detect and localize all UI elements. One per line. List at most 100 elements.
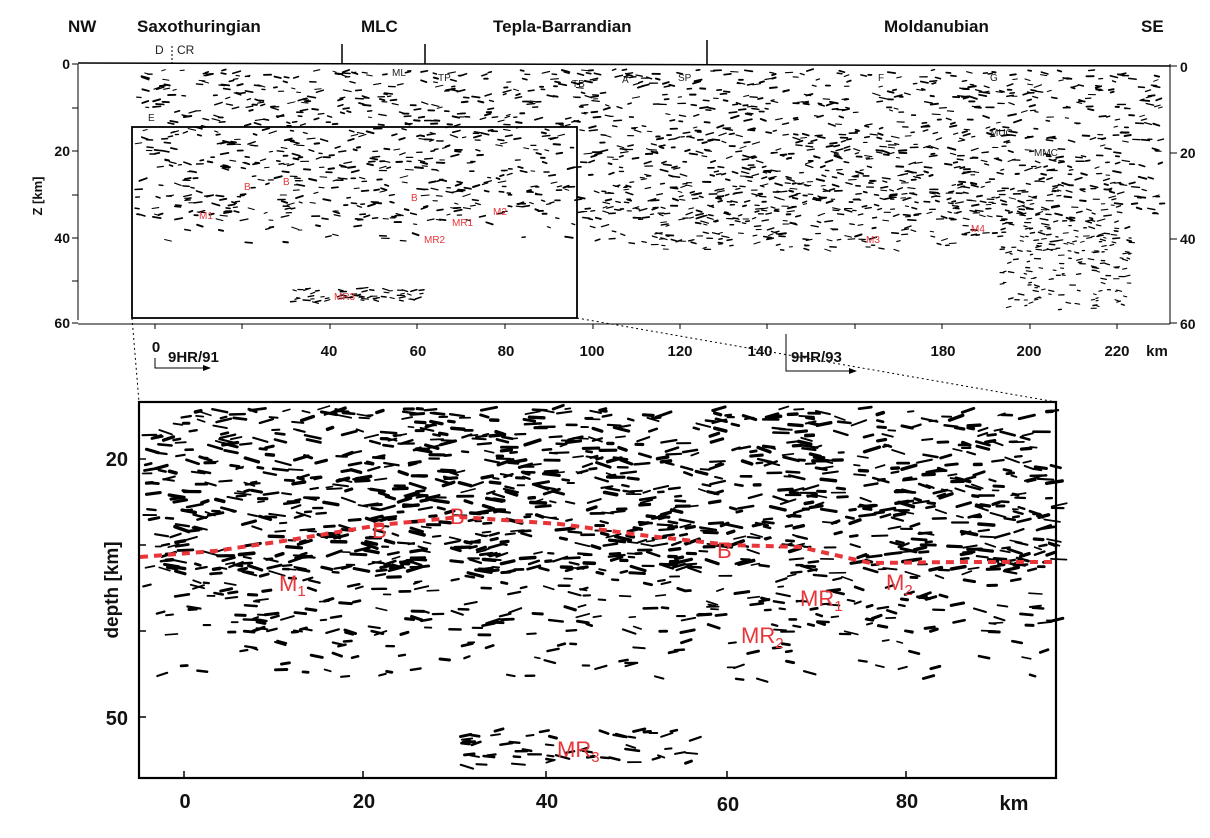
reflection-segment: [1152, 122, 1161, 127]
reflection-segment: [407, 542, 415, 546]
reflection-segment: [167, 135, 174, 138]
reflection-segment: [250, 480, 258, 484]
reflection-segment: [193, 562, 202, 567]
reflection-segment: [1067, 139, 1076, 143]
reflection-segment: [418, 288, 425, 292]
reflection-segment: [784, 182, 791, 184]
reflection-segment: [877, 207, 883, 211]
reflection-segment: [471, 198, 480, 202]
reflection-segment: [679, 198, 686, 201]
reflection-segment: [711, 405, 727, 412]
reflection-segment: [1025, 207, 1034, 211]
reflection-segment: [934, 76, 942, 80]
reflection-segment: [441, 480, 456, 488]
reflection-segment: [585, 72, 592, 75]
reflection-segment: [860, 74, 868, 77]
reflection-segment: [371, 217, 379, 220]
reflection-segment: [938, 593, 949, 599]
reflection-segment: [836, 495, 849, 499]
reflection-segment: [553, 451, 570, 454]
unit-label-tepla-barrandian: Tepla-Barrandian: [493, 17, 632, 36]
reflection-segment: [929, 664, 942, 671]
reflection-segment: [323, 597, 335, 603]
reflection-segment: [604, 104, 610, 107]
reflection-segment: [335, 454, 348, 458]
reflection-segment: [340, 468, 353, 473]
reflection-segment: [844, 515, 855, 520]
reflection-segment: [612, 425, 631, 433]
reflection-segment: [531, 480, 550, 486]
reflection-segment: [918, 531, 935, 536]
reflection-segment: [815, 420, 833, 428]
reflection-segment: [756, 445, 772, 454]
red-label-text: MR: [557, 737, 591, 762]
reflection-segment: [880, 189, 888, 192]
reflection-segment: [526, 564, 542, 571]
reflection-segment: [605, 473, 617, 479]
reflection-segment: [157, 442, 173, 447]
reflection-segment: [1051, 204, 1060, 208]
reflection-segment: [460, 642, 474, 648]
reflection-segment: [470, 740, 482, 747]
reflection-segment: [141, 100, 150, 104]
reflection-segment: [174, 543, 190, 548]
reflection-segment: [332, 233, 339, 237]
reflection-segment: [380, 187, 388, 191]
reflection-segment: [1157, 161, 1164, 165]
reflection-segment: [184, 535, 198, 542]
reflection-segment: [865, 603, 874, 609]
reflection-segment: [628, 75, 637, 79]
reflection-segment: [231, 106, 240, 110]
reflection-segment: [770, 100, 779, 104]
reflection-segment: [495, 457, 512, 461]
reflection-segment: [749, 96, 758, 99]
reflection-segment: [499, 559, 516, 566]
reflection-segment: [286, 163, 295, 167]
reflection-segment: [593, 72, 602, 76]
reflection-segment: [248, 407, 267, 412]
depth-axis-title: depth [km]: [102, 541, 123, 638]
reflection-segment: [188, 110, 197, 114]
reflection-segment: [144, 447, 161, 455]
reflection-segment: [219, 415, 228, 420]
reflection-segment: [600, 223, 610, 228]
reflection-segment: [457, 188, 466, 192]
reflection-segment: [313, 69, 321, 72]
reflection-segment: [358, 416, 370, 420]
reflection-segment: [783, 90, 788, 93]
reflection-segment: [784, 649, 793, 654]
reflection-segment: [863, 482, 879, 487]
reflection-segment: [654, 77, 661, 81]
reflection-segment: [283, 478, 296, 483]
reflection-segment: [1121, 159, 1131, 163]
reflection-segment: [191, 526, 203, 531]
reflection-segment: [513, 88, 520, 92]
reflection-segment: [749, 166, 756, 169]
reflection-segment: [1041, 288, 1046, 291]
reflection-segment: [819, 477, 838, 483]
reflection-segment: [1123, 134, 1132, 137]
reflection-segment: [580, 103, 589, 107]
reflection-segment: [302, 168, 312, 171]
reflection-segment: [397, 469, 409, 477]
reflection-segment: [988, 622, 997, 625]
reflection-segment: [826, 239, 833, 242]
reflection-segment: [730, 200, 738, 204]
reflection-segment: [290, 504, 302, 510]
reflection-segment: [950, 74, 957, 78]
reflection-segment: [322, 198, 332, 202]
reflection-segment: [946, 544, 963, 549]
reflection-segment: [275, 160, 281, 163]
detail-reflectivity-field: [141, 403, 1068, 770]
reflection-segment: [337, 98, 344, 102]
reflection-segment: [622, 489, 635, 494]
reflection-segment: [914, 201, 919, 204]
reflection-segment: [751, 141, 761, 145]
reflection-segment: [555, 217, 560, 220]
reflection-segment: [495, 177, 501, 180]
reflection-segment: [708, 431, 721, 438]
reflection-segment: [278, 162, 285, 165]
reflection-segment: [258, 417, 275, 425]
distance-axis-unit: km: [1000, 793, 1029, 815]
reflection-segment: [386, 551, 400, 556]
